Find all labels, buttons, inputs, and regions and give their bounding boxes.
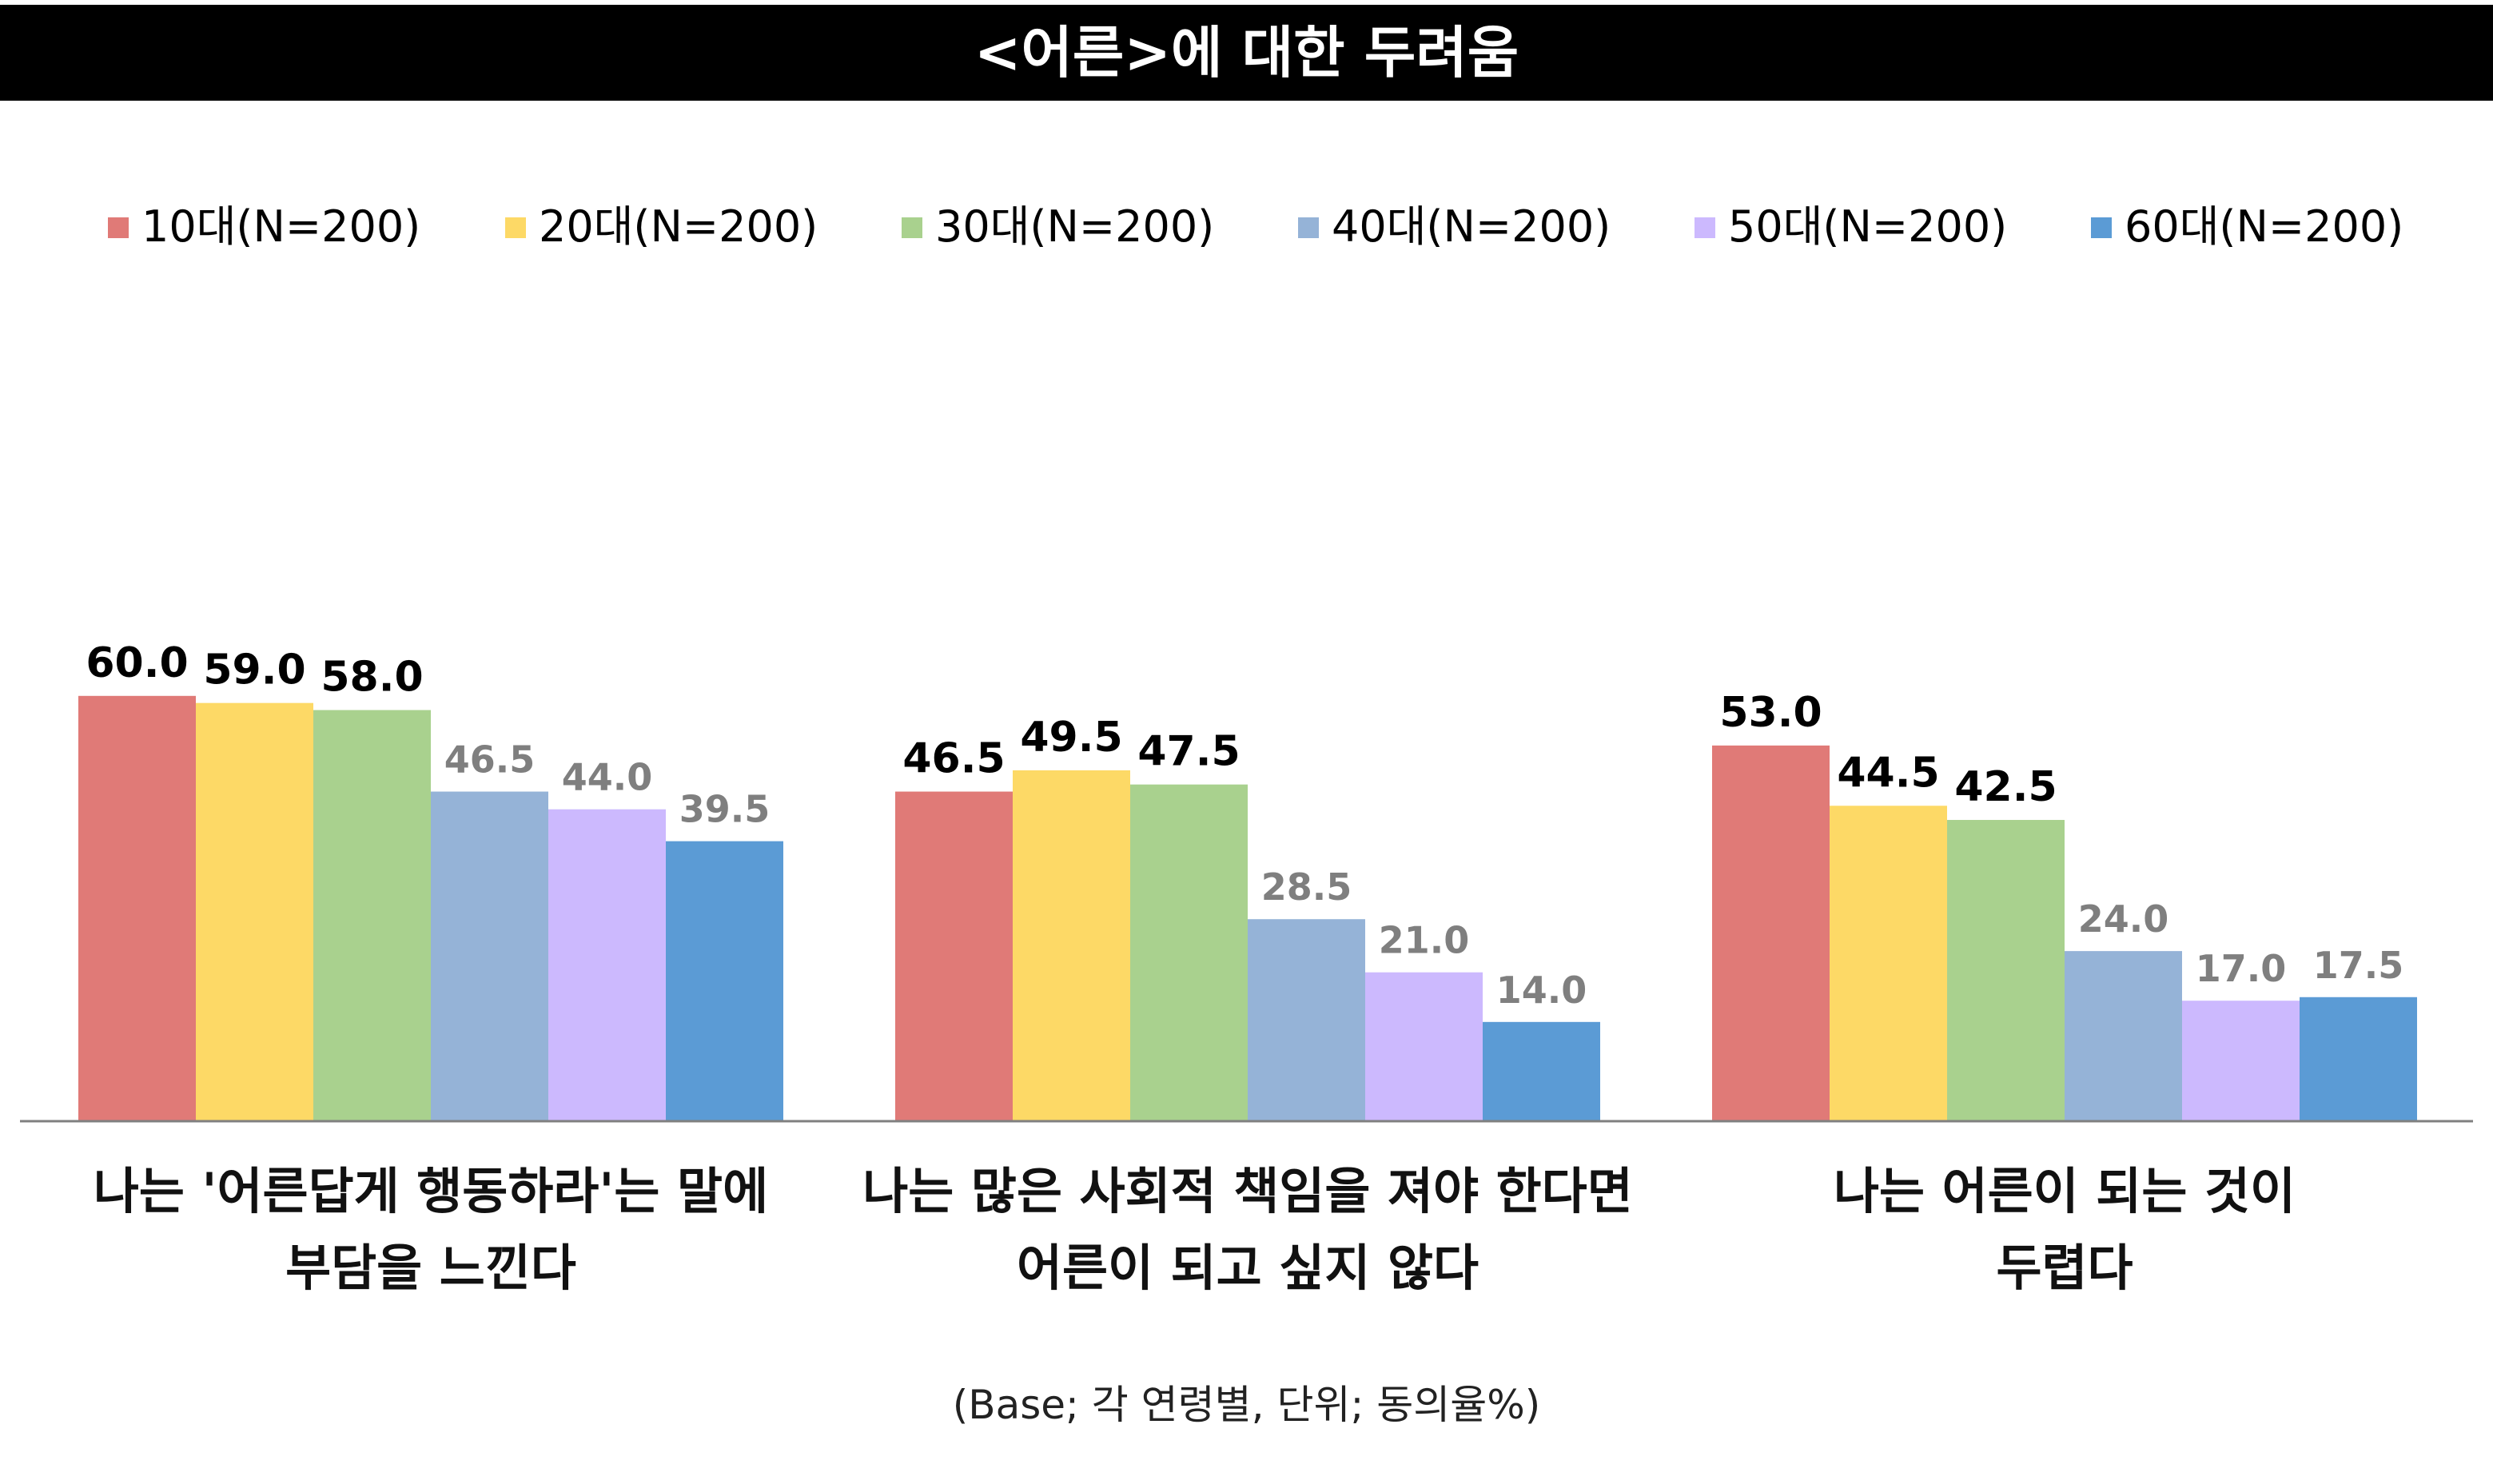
data-label-g3-s1: 53.0 <box>1719 689 1822 737</box>
bar-g1-s1 <box>78 695 196 1121</box>
legend-label-5: 50대(N=200) <box>1728 201 2007 252</box>
data-label-g2-s6: 14.0 <box>1496 969 1587 1012</box>
category-label-2-line-2: 어른이 되고 싶지 않다 <box>1017 1239 1479 1297</box>
data-label-g3-s3: 42.5 <box>1954 763 2057 811</box>
data-label-g3-s4: 24.0 <box>2078 897 2169 941</box>
legend-swatch-6 <box>2091 217 2112 238</box>
bar-g2-s3 <box>1130 784 1248 1121</box>
category-label-3-line-1: 나는 어른이 되는 것이 <box>1834 1162 2296 1220</box>
bar-g2-s2 <box>1013 770 1130 1121</box>
legend-label-1: 10대(N=200) <box>141 201 420 252</box>
value-labels-group: 60.0 59.0 58.0 46.5 44.0 39.5 46.5 49.5 47.5 28.5… <box>86 639 2403 1012</box>
data-label-g2-s1: 46.5 <box>902 735 1005 783</box>
bar-g2-s5 <box>1365 972 1483 1121</box>
data-label-g1-s1: 60.0 <box>86 639 188 687</box>
data-label-g3-s6: 17.5 <box>2313 944 2404 987</box>
bars-group <box>78 695 2417 1121</box>
data-label-g1-s3: 58.0 <box>321 654 423 702</box>
chart-title: <어른>에 대한 두려움 <box>974 20 1519 86</box>
data-label-g2-s3: 47.5 <box>1137 728 1240 776</box>
legend-label-6: 60대(N=200) <box>2125 201 2403 252</box>
legend-swatch-1 <box>108 217 129 238</box>
data-label-g2-s5: 21.0 <box>1379 919 1470 962</box>
bar-g1-s3 <box>313 710 431 1121</box>
bar-g3-s6 <box>2300 997 2417 1121</box>
bar-g2-s1 <box>895 791 1013 1121</box>
data-label-g2-s4: 28.5 <box>1261 865 1352 909</box>
bar-g1-s5 <box>548 809 666 1121</box>
bar-g3-s5 <box>2182 1001 2300 1121</box>
bar-g3-s3 <box>1947 820 2065 1121</box>
bar-g1-s4 <box>431 791 548 1121</box>
legend-swatch-2 <box>505 217 526 238</box>
data-label-g3-s5: 17.0 <box>2196 947 2287 990</box>
legend-label-2: 20대(N=200) <box>539 201 818 252</box>
bar-g3-s4 <box>2065 951 2182 1121</box>
data-label-g3-s2: 44.5 <box>1837 749 1939 797</box>
base-footnote: (Base; 각 연령별, 단위; 동의율%) <box>952 1382 1541 1428</box>
data-label-g1-s4: 46.5 <box>444 738 536 782</box>
legend-swatch-5 <box>1695 217 1715 238</box>
legend: 10대(N=200) 20대(N=200) 30대(N=200) 40대(N=200)… <box>108 201 2403 252</box>
category-label-3-line-2: 두렵다 <box>1996 1239 2133 1297</box>
bar-g1-s2 <box>196 702 313 1121</box>
legend-swatch-3 <box>902 217 922 238</box>
data-label-g1-s6: 39.5 <box>679 788 771 831</box>
bar-g3-s2 <box>1830 806 1947 1121</box>
data-label-g2-s2: 49.5 <box>1020 714 1122 762</box>
title-bar: <어른>에 대한 두려움 <box>0 5 2493 101</box>
legend-label-4: 40대(N=200) <box>1332 201 1611 252</box>
bar-g3-s1 <box>1712 745 1830 1121</box>
legend-label-3: 30대(N=200) <box>935 201 1214 252</box>
bar-g2-s6 <box>1483 1021 1600 1121</box>
bar-g2-s4 <box>1248 919 1365 1121</box>
data-label-g1-s5: 44.0 <box>562 756 653 799</box>
bar-g1-s6 <box>666 841 783 1121</box>
data-label-g1-s2: 59.0 <box>203 647 305 694</box>
category-label-1-line-1: 나는 '어른답게 행동하라'는 말에 <box>94 1162 768 1220</box>
category-label-2-line-1: 나는 많은 사회적 책임을 져야 한다면 <box>862 1162 1633 1220</box>
category-label-1-line-2: 부담을 느낀다 <box>285 1239 576 1297</box>
legend-swatch-4 <box>1298 217 1319 238</box>
